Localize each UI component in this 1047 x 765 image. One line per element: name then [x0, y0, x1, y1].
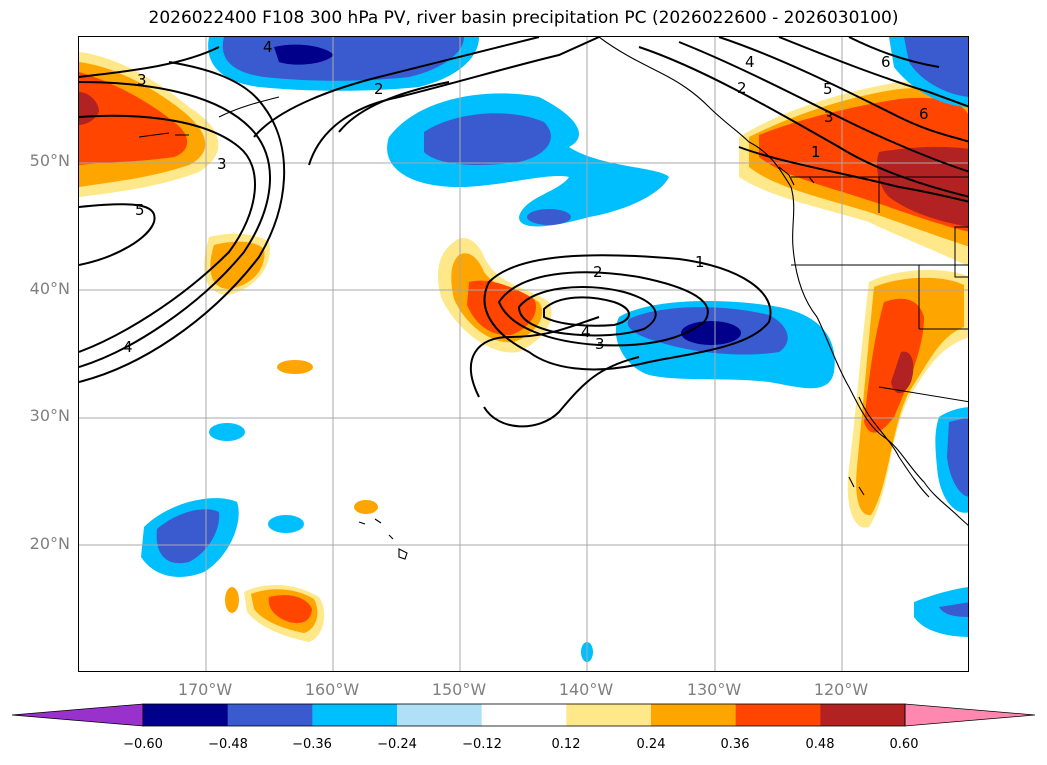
pv-label: 2	[593, 263, 603, 281]
pv-label: 6	[881, 53, 891, 71]
pv-label: 5	[823, 80, 833, 98]
colorbar-segment	[566, 704, 652, 726]
pv-label: 3	[595, 335, 605, 353]
lon-label: 160°W	[304, 680, 360, 699]
pv-label: 1	[695, 253, 705, 271]
colorbar-segment	[312, 704, 398, 726]
map-panel[interactable]: 4 3 2 3 5 4 2 1 4 3 4 2 5 3 6 6 1	[78, 36, 969, 672]
pv-label: 4	[263, 38, 273, 56]
pv-label: 6	[919, 105, 929, 123]
colorbar-tick: 0.48	[805, 737, 835, 752]
coastlines	[138, 37, 968, 560]
colorbar-extend-low	[11, 703, 144, 727]
pv-label: 4	[581, 323, 591, 341]
lon-label: 150°W	[431, 680, 487, 699]
pv-label: 3	[137, 71, 147, 89]
colorbar-tick: −0.12	[462, 737, 502, 752]
lat-label: 20°N	[29, 534, 70, 553]
lat-label: 50°N	[29, 151, 70, 170]
colorbar-extend-high	[904, 703, 1036, 727]
colorbar	[11, 703, 1036, 727]
colorbar-tick: 0.60	[889, 737, 919, 752]
lat-label: 40°N	[29, 279, 70, 298]
colorbar-segment	[227, 704, 313, 726]
colorbar-segment	[651, 704, 737, 726]
colorbar-segment	[735, 704, 821, 726]
graticule	[79, 37, 968, 671]
lat-label: 30°N	[29, 406, 70, 425]
map-canvas: 4 3 2 3 5 4 2 1 4 3 4 2 5 3 6 6 1	[79, 37, 968, 671]
pv-label: 3	[824, 108, 834, 126]
colorbar-segment	[481, 704, 567, 726]
negative-anomaly-gulf	[387, 93, 669, 227]
colorbar-tick: −0.60	[123, 737, 163, 752]
pv-contours	[79, 37, 968, 428]
colorbar-tick: 0.36	[720, 737, 750, 752]
colorbar-border	[142, 703, 906, 727]
pv-contour-labels: 4 3 2 3 5 4 2 1 4 3 4 2 5 3 6 6 1	[123, 38, 929, 356]
colorbar-segment	[143, 704, 229, 726]
pv-label: 3	[217, 155, 227, 173]
pv-label: 2	[737, 79, 747, 97]
pv-label: 2	[374, 80, 384, 98]
pv-label: 4	[123, 338, 133, 356]
lon-label: 170°W	[177, 680, 233, 699]
pv-label: 4	[745, 53, 755, 71]
lon-label: 130°W	[686, 680, 742, 699]
colorbar-segment	[820, 704, 906, 726]
colorbar-segment	[397, 704, 483, 726]
colorbar-tick: −0.48	[208, 737, 248, 752]
colorbar-segments	[11, 703, 1036, 727]
lon-label: 120°W	[813, 680, 869, 699]
map-title: 2026022400 F108 300 hPa PV, river basin …	[148, 8, 899, 28]
lon-label: 140°W	[558, 680, 614, 699]
colorbar-tick: −0.36	[292, 737, 332, 752]
colorbar-tick: 0.24	[636, 737, 666, 752]
pv-label: 1	[811, 143, 821, 161]
colorbar-tick: 0.12	[551, 737, 581, 752]
colorbar-tick: −0.24	[377, 737, 417, 752]
pv-label: 5	[135, 201, 145, 219]
